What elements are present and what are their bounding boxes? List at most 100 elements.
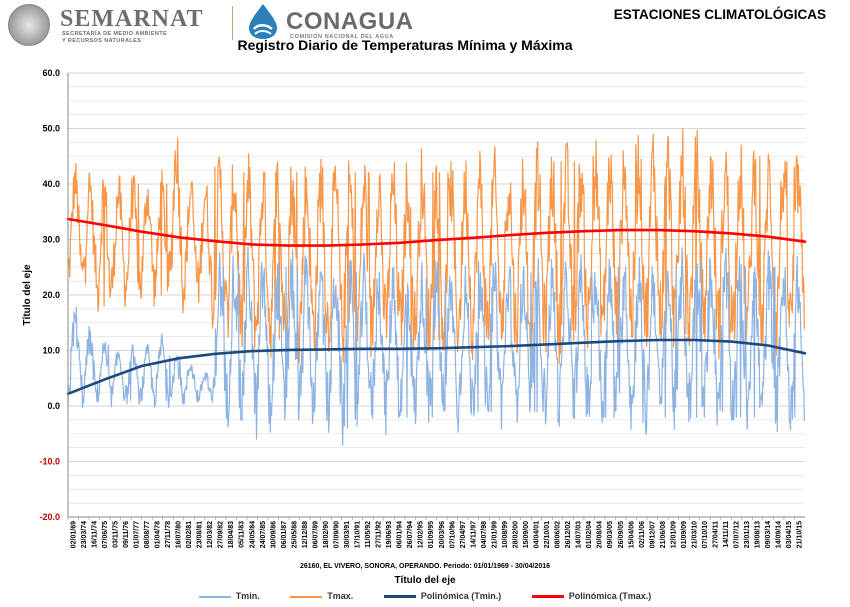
- y-tick-label: 40.0: [42, 179, 60, 189]
- y-axis-tick-labels: 60.0 50.0 40.0 30.0 20.0 10.0 0.0 -10.0 -20.0: [39, 68, 60, 522]
- x-tick-label: 12/12/88: [302, 521, 309, 548]
- x-tick-label: 26/07/94: [407, 521, 414, 548]
- x-tick-label: 14/11/97: [470, 521, 477, 548]
- series-line-tmax: [67, 128, 805, 364]
- x-tick-label: 19/06/93: [386, 521, 393, 548]
- x-tick-label: 09/03/05: [607, 521, 614, 548]
- x-tick-label: 20/03/96: [439, 521, 446, 548]
- y-tick-label: 20.0: [42, 290, 60, 300]
- x-tick-label: 06/01/87: [281, 521, 288, 548]
- x-tick-label: 14/11/11: [723, 521, 730, 548]
- x-tick-label: 24/05/84: [249, 521, 256, 548]
- legend-swatch-poly-tmax: [531, 595, 564, 599]
- x-tick-label: 03/04/15: [786, 521, 793, 548]
- x-tick-label: 21/03/10: [691, 521, 698, 548]
- y-tick-label: -10.0: [39, 457, 60, 467]
- x-tick-label: 25/05/88: [291, 521, 298, 548]
- conagua-logo: CONAGUA COMISIÓN NACIONAL DEL AGUA: [246, 2, 446, 46]
- x-axis-label: Título del eje: [394, 575, 456, 586]
- semarnat-name: SEMARNAT: [60, 6, 204, 32]
- legend-swatch-tmax: [290, 595, 323, 598]
- x-tick-label: 09/12/07: [649, 521, 656, 548]
- legend-item-tmax: Tmax.: [290, 591, 353, 601]
- x-tick-label: 01/09/09: [681, 521, 688, 548]
- semarnat-sub-line1: SECRETARÍA DE MEDIO AMBIENTE: [62, 31, 168, 37]
- conagua-subtitle: COMISIÓN NACIONAL DEL AGUA: [290, 34, 394, 40]
- x-tick-label: 05/11/83: [239, 521, 246, 548]
- x-tick-label: 04/04/01: [534, 521, 541, 548]
- legend-label-poly-tmax: Polinómica (Tmax.): [568, 591, 652, 601]
- x-tick-label: 04/07/98: [481, 521, 488, 548]
- y-tick-label: 50.0: [42, 124, 60, 134]
- x-tick-label: 09/03/14: [765, 521, 772, 548]
- x-tick-label: 27/04/11: [713, 521, 720, 548]
- x-tick-label: 18/02/90: [323, 521, 330, 548]
- x-tick-label: 06/01/94: [397, 521, 404, 548]
- x-tick-label: 19/08/13: [755, 521, 762, 548]
- semarnat-sub-line2: Y RECURSOS NATURALES: [62, 38, 142, 44]
- x-tick-label: 15/09/00: [523, 521, 530, 548]
- x-tick-label: 08/06/02: [555, 521, 562, 548]
- x-tick-label: 18/04/83: [228, 521, 235, 548]
- legend-label-tmax: Tmax.: [327, 591, 354, 601]
- y-tick-label: 10.0: [42, 346, 60, 356]
- x-tick-label: 01/02/04: [586, 521, 593, 548]
- x-tick-label: 12/02/95: [418, 521, 425, 548]
- x-tick-label: 07/10/96: [449, 521, 456, 548]
- chart-legend: Tmin. Tmax. Polinómica (Tmin.) Polinómic…: [0, 591, 850, 601]
- section-title: ESTACIONES CLIMATOLÓGICAS: [613, 7, 826, 22]
- legend-label-tmin: Tmin.: [235, 591, 260, 601]
- legend-label-poly-tmin: Polinómica (Tmin.): [420, 591, 502, 601]
- x-tick-label: 23/01/13: [744, 521, 751, 548]
- x-tick-label: 27/11/92: [376, 521, 383, 548]
- chart-series: [66, 128, 807, 446]
- chart-subtitle: 26160, EL VIVERO, SONORA, OPERANDO. Peri…: [299, 563, 551, 570]
- mexico-seal-icon: [8, 4, 50, 46]
- x-tick-label: 01/09/95: [428, 521, 435, 548]
- y-tick-label: 60.0: [42, 68, 60, 78]
- legend-item-poly-tmin: Polinómica (Tmin.): [383, 591, 502, 601]
- x-tick-label: 15/04/06: [628, 521, 635, 548]
- y-tick-label: -20.0: [39, 512, 60, 522]
- x-tick-label: 03/11/75: [112, 521, 119, 548]
- x-tick-label: 30/09/86: [270, 521, 277, 548]
- x-tick-label: 02/02/81: [186, 521, 193, 548]
- x-tick-label: 16/07/80: [176, 521, 183, 548]
- x-tick-label: 20/08/04: [597, 521, 604, 548]
- x-tick-label: 16/11/74: [91, 521, 98, 548]
- x-tick-label: 30/03/91: [344, 521, 351, 548]
- y-tick-label: 0.0: [47, 401, 60, 411]
- semarnat-logo: SEMARNAT SECRETARÍA DE MEDIO AMBIENTE Y …: [8, 4, 218, 46]
- series-line-tmin: [67, 245, 805, 446]
- water-drop-icon: [249, 4, 277, 39]
- legend-item-poly-tmax: Polinómica (Tmax.): [531, 591, 652, 601]
- x-tick-label: 14/07/03: [576, 521, 583, 548]
- x-tick-label: 09/11/76: [123, 521, 130, 548]
- semarnat-subtitle: SECRETARÍA DE MEDIO AMBIENTE Y RECURSOS …: [62, 31, 222, 45]
- x-tick-label: 07/10/10: [702, 521, 709, 548]
- x-tick-label: 06/07/89: [312, 521, 319, 548]
- x-tick-label: 14/09/14: [776, 521, 783, 548]
- x-tick-label: 01/07/77: [133, 521, 140, 548]
- legend-swatch-tmin: [198, 595, 231, 598]
- x-tick-label: 01/04/78: [154, 521, 161, 548]
- x-tick-label: 07/09/90: [333, 521, 340, 548]
- page-header: SEMARNAT SECRETARÍA DE MEDIO AMBIENTE Y …: [0, 0, 850, 60]
- x-tick-label: 21/06/08: [660, 521, 667, 548]
- x-tick-label: 21/01/99: [491, 521, 498, 548]
- x-tick-label: 24/07/85: [260, 521, 267, 548]
- x-tick-label: 12/01/09: [670, 521, 677, 548]
- x-tick-label: 23/03/74: [81, 521, 88, 548]
- x-axis-tick-labels: 02/01/69 23/03/74 16/11/74 07/06/75 03/11/75…: [67, 517, 804, 548]
- x-tick-label: 27/11/78: [165, 521, 172, 548]
- x-tick-label: 02/11/06: [639, 521, 646, 548]
- x-tick-label: 10/08/99: [502, 521, 509, 548]
- series-line-poly-tmax: [66, 217, 807, 247]
- legend-swatch-poly-tmin: [383, 595, 416, 599]
- x-tick-label: 11/05/92: [365, 521, 372, 548]
- x-tick-label: 23/08/81: [197, 521, 204, 548]
- x-tick-label: 26/09/05: [618, 521, 625, 548]
- x-tick-label: 08/08/77: [144, 521, 151, 548]
- x-tick-label: 12/03/82: [207, 521, 214, 548]
